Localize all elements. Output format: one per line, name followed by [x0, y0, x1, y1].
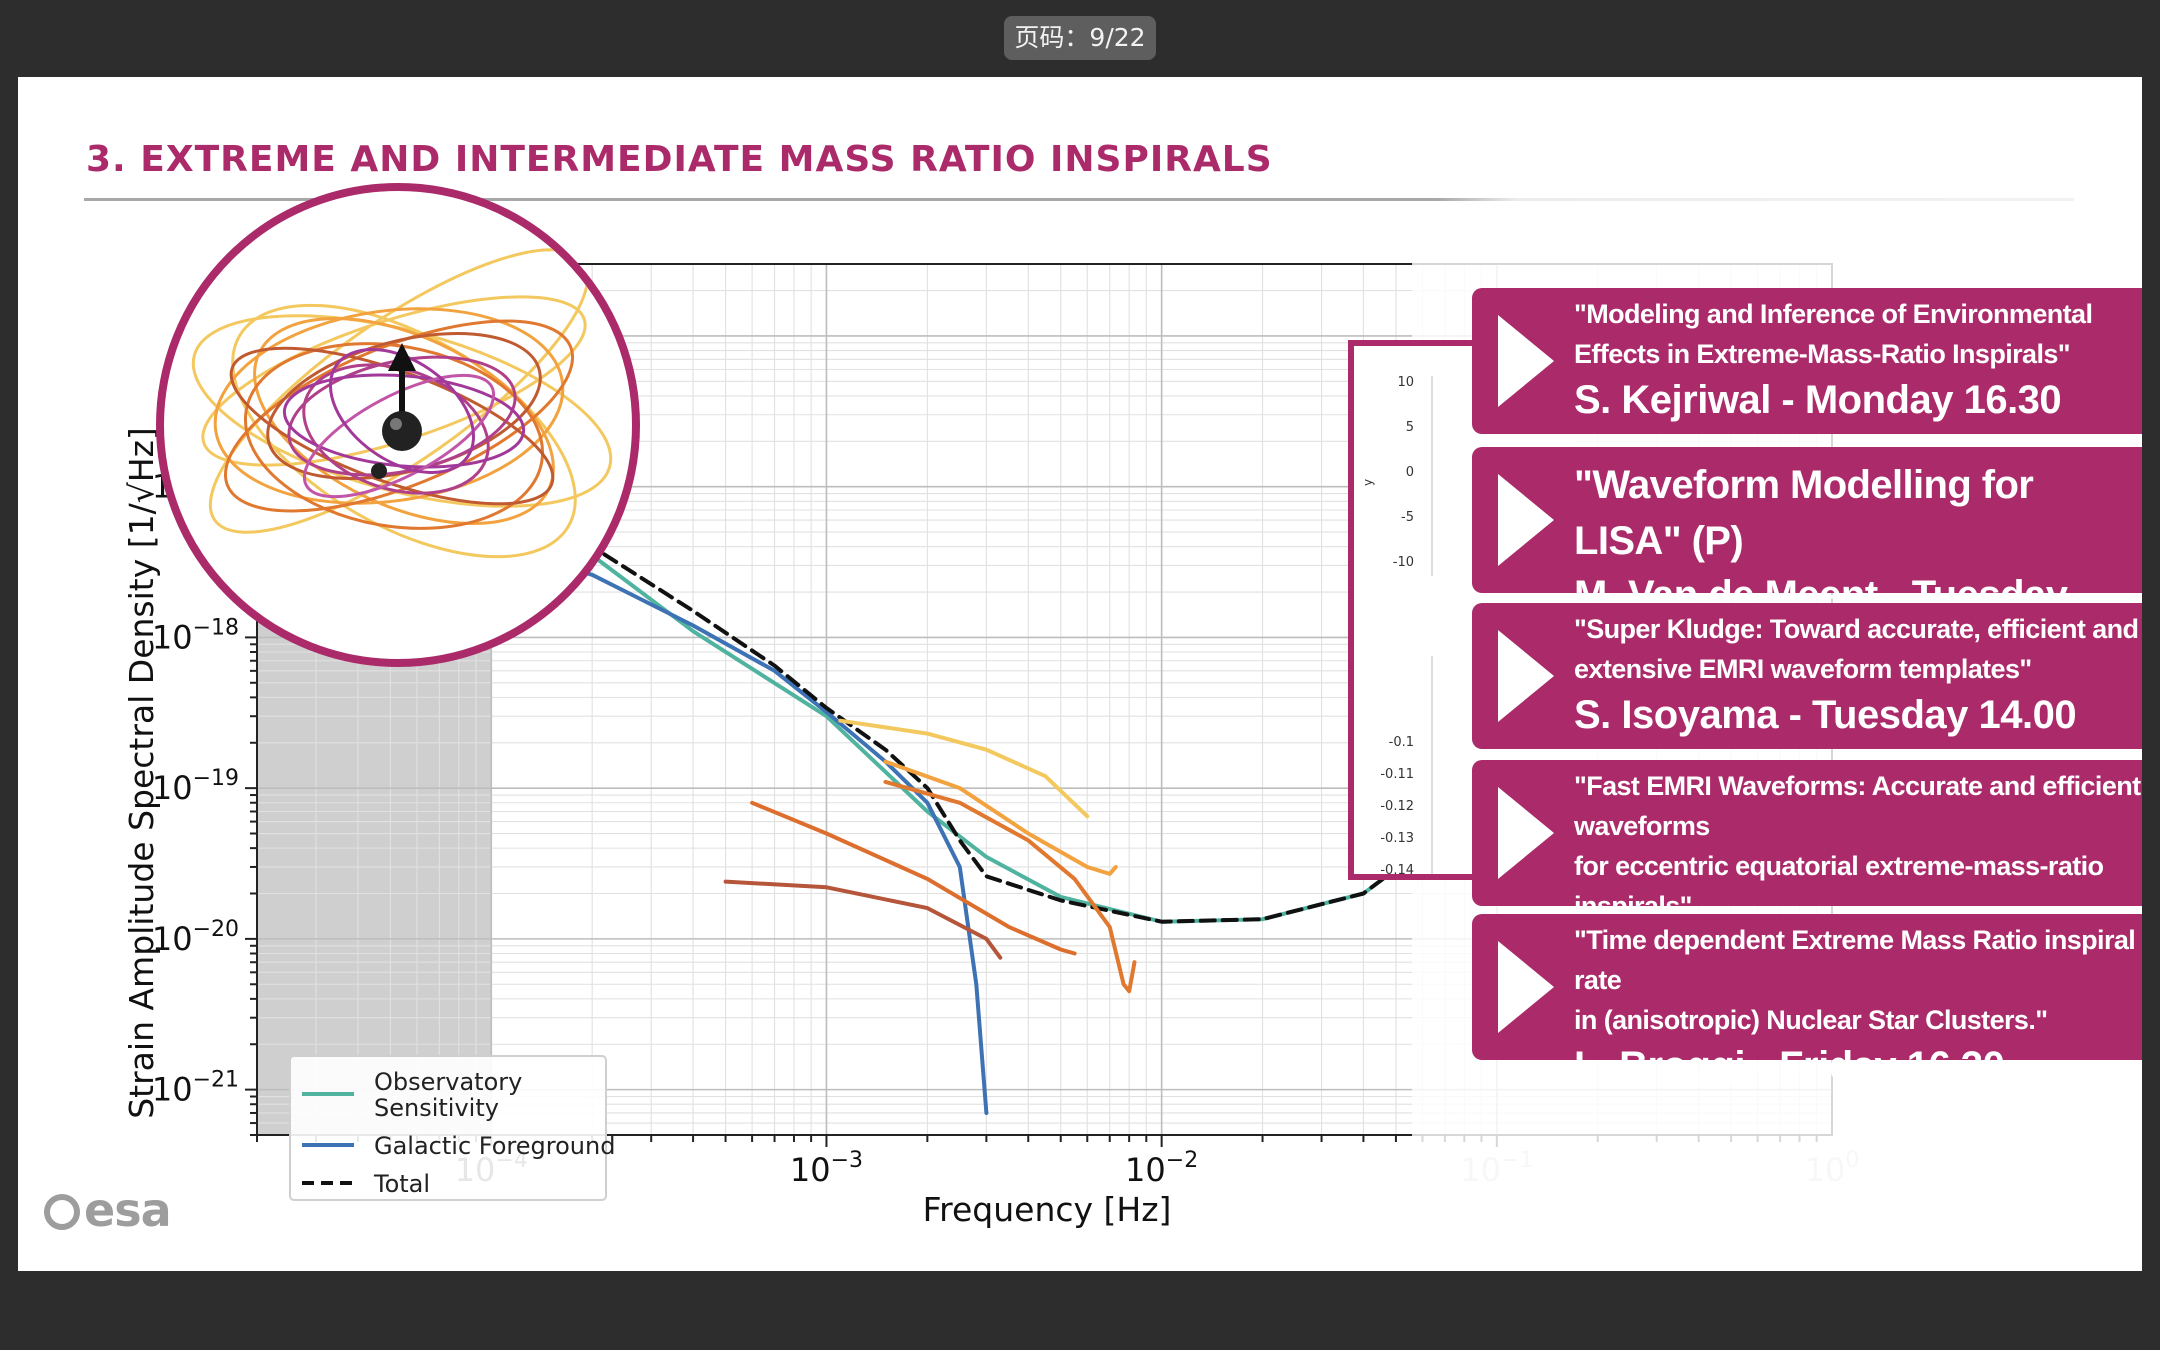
series-galactic-foreground [489, 544, 989, 1115]
esa-logo-text: esa [84, 1183, 172, 1237]
talk-card[interactable]: "Waveform Modelling for LISA" (P) M. Van … [1472, 447, 2142, 669]
y-tick-label: 10−21 [152, 1068, 239, 1109]
inset-tick-label: -0.13 [1380, 831, 1414, 846]
talk-speaker-time: S. Kejriwal - Monday 16.30 [1574, 378, 2062, 422]
talk-title: "Time dependent Extreme Mass Ratio inspi… [1574, 925, 2136, 995]
talk-title: "Waveform Modelling for LISA" (P) [1574, 463, 2034, 563]
inset-tick-label: -0.1 [1389, 735, 1414, 750]
page-indicator: 页码：9/22 [1004, 16, 1156, 60]
inset-top-ticks: 10 5 0 -5 -10 [1393, 375, 1414, 570]
talk-card[interactable]: "Super Kludge: Toward accurate, efficien… [1472, 603, 2142, 749]
black-hole-highlight [390, 418, 402, 430]
compact-object-icon [371, 463, 387, 479]
legend-label: Observatory [374, 1068, 522, 1096]
source-track-5 [883, 779, 1137, 994]
inset-tick-label: -0.12 [1380, 799, 1414, 814]
play-icon[interactable] [1498, 474, 1554, 566]
x-axis-label: Frequency [Hz] [923, 1190, 1172, 1229]
inset-bottom-ticks: -0.1-0.11-0.12-0.13-0.14-0.15-0.16 [1380, 735, 1414, 874]
x-tick-label: 10−3 [790, 1148, 863, 1189]
talk-title: Effects in Extreme-Mass-Ratio Inspirals" [1574, 339, 2071, 369]
inset-tick-label: -0.11 [1380, 767, 1414, 782]
slide: 3. EXTREME AND INTERMEDIATE MASS RATIO I… [18, 77, 2142, 1271]
play-icon[interactable] [1498, 315, 1554, 407]
slide-title: 3. EXTREME AND INTERMEDIATE MASS RATIO I… [86, 139, 1273, 180]
talk-speaker-time: L. Broggi - Friday 16.30 [1574, 1044, 2005, 1088]
source-track-6 [750, 800, 1077, 956]
black-hole-icon [382, 411, 422, 451]
play-icon[interactable] [1498, 630, 1554, 722]
inset-tick-label: 10 [1397, 375, 1414, 390]
inspiral-illustration [156, 183, 640, 667]
legend-box [289, 1055, 607, 1201]
orbit-ellipse [223, 319, 575, 513]
orbit-ellipse [229, 346, 555, 506]
talk-speaker-time: S. Isoyama - Tuesday 14.00 [1574, 693, 2077, 737]
series-observatory-sensitivity [515, 484, 1415, 924]
talk-card[interactable]: "Time dependent Extreme Mass Ratio inspi… [1472, 914, 2142, 1088]
inset-tick-label: -0.14 [1380, 863, 1414, 874]
source-track-3 [838, 718, 1090, 819]
orbit-ellipse [213, 307, 565, 505]
inset-y-label: y [1361, 479, 1375, 486]
orbit-ellipse [328, 347, 476, 475]
y-axis-label: Strain Amplitude Spectral Density [1/√Hz… [122, 427, 161, 1119]
talk-title: in (anisotropic) Nuclear Star Clusters." [1574, 1005, 2048, 1035]
legend-label: Total [373, 1170, 430, 1198]
inset-tick-label: -5 [1401, 510, 1414, 525]
y-tick-label: 10−18 [152, 615, 239, 656]
source-track-7 [723, 879, 1003, 960]
source-track-4 [883, 759, 1118, 876]
talk-title: "Fast EMRI Waveforms: Accurate and effic… [1574, 771, 2141, 841]
inset-tick-label: 5 [1406, 420, 1414, 435]
y-tick-label: 10−20 [152, 917, 239, 958]
talk-card[interactable]: "Modeling and Inference of Environmental… [1472, 288, 2142, 434]
orbit-paths [191, 248, 613, 559]
talk-title: extensive EMRI waveform templates" [1574, 654, 2032, 684]
orbit-ellipse [243, 342, 545, 530]
title-divider [84, 198, 2074, 201]
talk-title: "Super Kludge: Toward accurate, efficien… [1574, 614, 2139, 644]
inset-tick-label: -10 [1393, 555, 1414, 570]
legend-label: Galactic Foreground [374, 1132, 615, 1160]
play-icon[interactable] [1498, 787, 1554, 879]
y-tick-label: 10−19 [152, 766, 239, 807]
series-total [515, 484, 1415, 924]
esa-logo: esa [44, 1183, 172, 1237]
inset-tick-label: 0 [1406, 465, 1414, 480]
esa-logo-icon [44, 1194, 80, 1230]
talk-card[interactable]: "Fast EMRI Waveforms: Accurate and effic… [1472, 760, 2142, 974]
x-tick-label: 10−2 [1125, 1148, 1198, 1189]
orbit-drawing [191, 248, 613, 559]
talk-title: "Modeling and Inference of Environmental [1574, 299, 2093, 329]
orbit-ellipse [302, 363, 490, 495]
play-icon[interactable] [1498, 941, 1554, 1033]
spin-arrowhead-icon [388, 343, 416, 371]
series-group [489, 484, 1415, 1115]
legend-label: Sensitivity [374, 1094, 499, 1122]
